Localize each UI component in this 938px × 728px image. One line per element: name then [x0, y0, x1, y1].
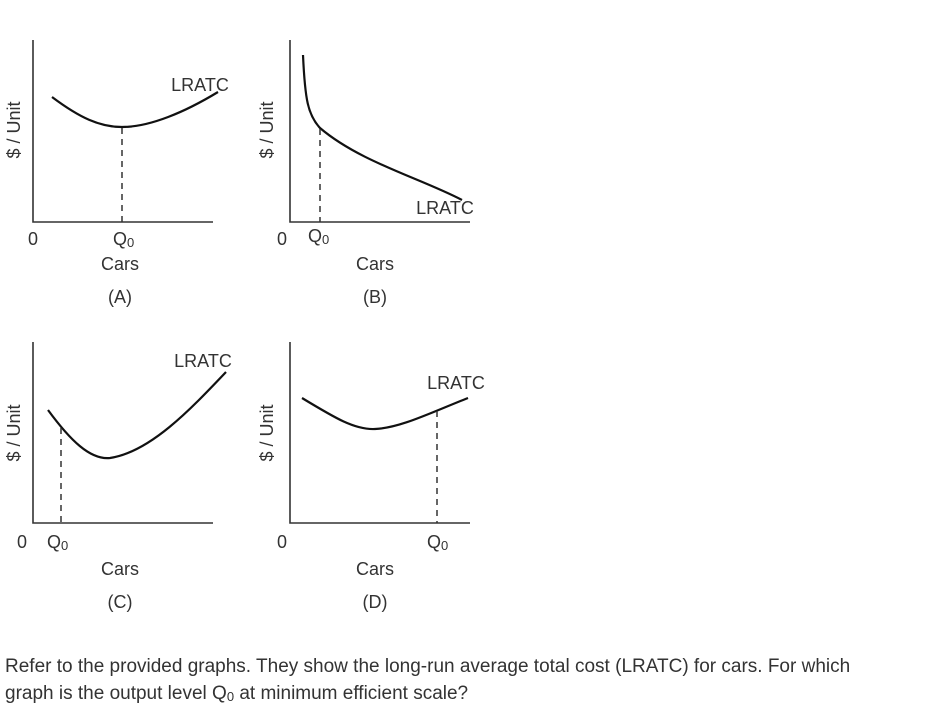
axes	[32, 40, 213, 223]
q-symbol: Q	[113, 229, 127, 249]
y-axis-label: $ / Unit	[4, 101, 24, 158]
origin-label: 0	[277, 229, 287, 249]
curve-label: LRATC	[171, 75, 229, 95]
graph-label: (D)	[363, 592, 388, 612]
q-subscript: 0	[127, 235, 134, 250]
graph-label: (C)	[108, 592, 133, 612]
y-axis-label: $ / Unit	[257, 404, 277, 461]
x-axis-label: Cars	[356, 254, 394, 274]
q-label: Q0	[113, 229, 134, 251]
question-line: graph is the output level Q0 at minimum …	[5, 683, 468, 708]
q-symbol: Q	[427, 532, 441, 552]
q-subscript: 0	[441, 538, 448, 553]
q-subscript: 0	[322, 232, 329, 247]
graph-c: $ / Unit 0 Q0 Cars (C) LRATC	[4, 342, 232, 612]
graph-d: $ / Unit 0 Q0 Cars (D) LRATC	[257, 342, 485, 612]
y-axis-label: $ / Unit	[257, 101, 277, 158]
graph-label: (B)	[363, 287, 387, 307]
graph-a: $ / Unit 0 Q0 Cars (A) LRATC	[4, 40, 229, 307]
curve-label: LRATC	[416, 198, 474, 218]
origin-label: 0	[28, 229, 38, 249]
q-subscript: 0	[227, 689, 234, 704]
question-text: graph is the output level	[5, 683, 207, 704]
graph-label: (A)	[108, 287, 132, 307]
q-symbol: Q	[47, 532, 61, 552]
lratc-curve	[47, 371, 227, 460]
question-text: at minimum efficient scale?	[239, 683, 468, 704]
curve-label: LRATC	[427, 373, 485, 393]
origin-label: 0	[17, 532, 27, 552]
question-line: Refer to the provided graphs. They show …	[5, 656, 850, 677]
y-axis-label: $ / Unit	[4, 404, 24, 461]
lratc-curve	[301, 396, 469, 431]
q-label: Q0	[308, 226, 329, 248]
q-label: Q0	[427, 532, 448, 554]
x-axis-label: Cars	[101, 559, 139, 579]
graph-b: $ / Unit 0 Q0 Cars (B) LRATC	[257, 40, 474, 307]
axes	[32, 342, 213, 524]
x-axis-label: Cars	[101, 254, 139, 274]
lratc-curve	[301, 54, 463, 201]
lratc-curve	[51, 91, 219, 129]
q-symbol: Q	[308, 226, 322, 246]
axes	[289, 40, 470, 223]
q-label: Q0	[47, 532, 68, 554]
axes	[289, 342, 470, 524]
q-subscript: 0	[61, 538, 68, 553]
curve-label: LRATC	[174, 351, 232, 371]
x-axis-label: Cars	[356, 559, 394, 579]
q-symbol: Q	[212, 683, 227, 704]
origin-label: 0	[277, 532, 287, 552]
